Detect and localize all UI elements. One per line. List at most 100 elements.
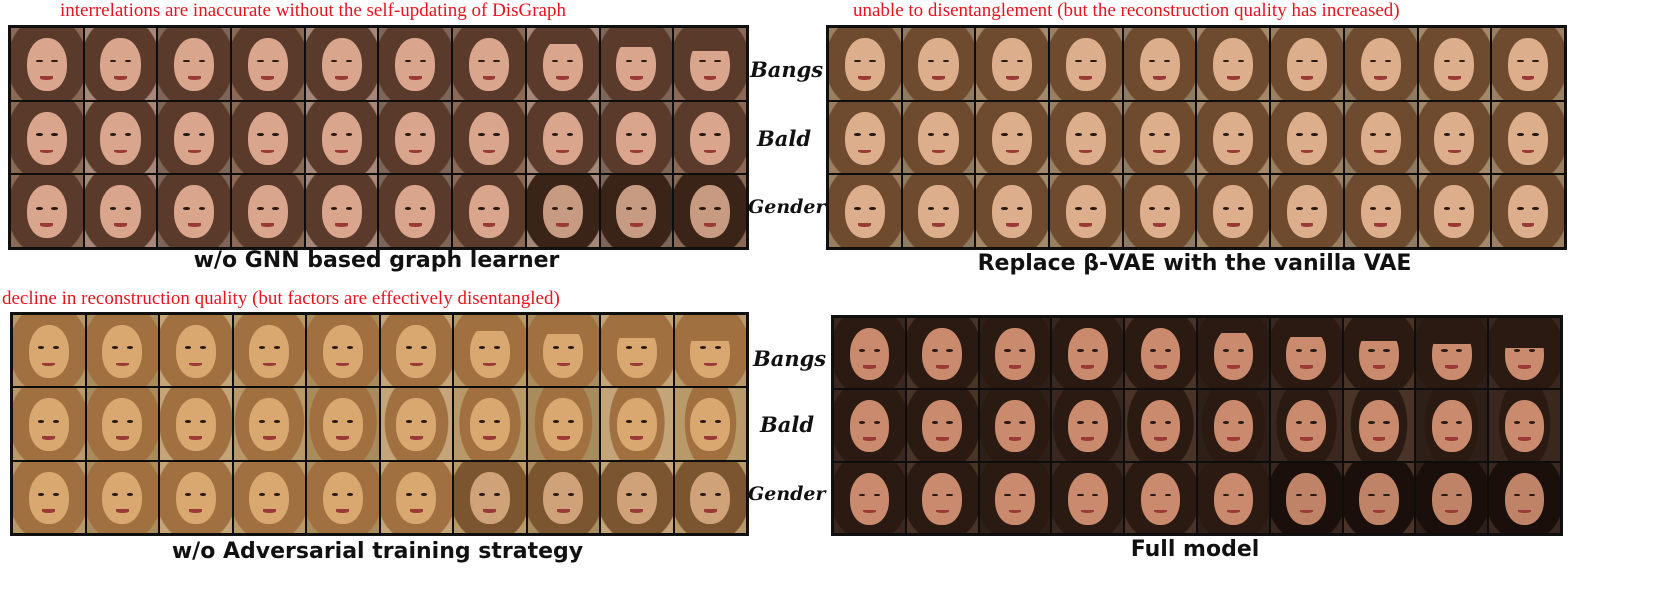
mouth-shape <box>40 149 54 154</box>
eye-shape <box>641 346 648 350</box>
mouth-shape <box>630 436 644 440</box>
eye-shape <box>1019 348 1026 352</box>
face-thumbnail <box>157 27 232 101</box>
eye-shape <box>185 493 192 496</box>
eye-shape <box>699 493 706 496</box>
face-shape <box>689 111 731 165</box>
face-shape <box>1434 38 1475 92</box>
eye-shape <box>942 59 950 63</box>
mouth-shape <box>1521 149 1535 154</box>
face-thumbnail <box>975 27 1050 101</box>
face-thumbnail <box>1051 461 1125 534</box>
mouth-shape <box>115 362 129 367</box>
mouth-shape <box>1226 149 1240 154</box>
face-thumbnail <box>232 387 306 461</box>
eye-shape <box>640 59 648 63</box>
eye-shape <box>858 348 866 352</box>
face-thumbnail <box>231 100 305 175</box>
eye-shape <box>185 346 192 350</box>
mouth-shape <box>863 365 876 369</box>
face-shape <box>1504 472 1545 525</box>
mouth-shape <box>1445 365 1459 369</box>
face-shape <box>1213 111 1254 165</box>
face-thumbnail <box>978 389 1052 462</box>
mouth-shape <box>335 149 349 154</box>
face-shape <box>321 185 362 239</box>
mouth-shape <box>409 509 423 513</box>
eye-shape <box>551 206 559 210</box>
face-thumbnail <box>599 27 674 101</box>
mouth-shape <box>189 509 203 513</box>
eye-shape <box>1295 421 1302 425</box>
mouth-shape <box>187 223 201 227</box>
eye-shape <box>345 133 353 137</box>
face-shape <box>1286 472 1326 525</box>
mouth-shape <box>556 223 570 227</box>
face-shape <box>1286 185 1328 239</box>
face-shape <box>1434 111 1475 165</box>
face-shape <box>28 398 69 452</box>
eye-shape <box>566 133 574 137</box>
eye-shape <box>714 493 721 496</box>
mouth-shape <box>629 223 643 227</box>
eye-shape <box>1163 206 1171 210</box>
face-row <box>833 317 1561 390</box>
eye-shape <box>640 206 648 210</box>
mouth-shape <box>1299 509 1313 514</box>
face-shape <box>100 111 141 165</box>
eye-shape <box>1441 493 1448 497</box>
panel-caption: w/o GNN based graph learner <box>193 248 560 273</box>
face-shape <box>247 38 288 92</box>
mouth-shape <box>409 362 423 367</box>
mouth-shape <box>1445 509 1459 514</box>
face-thumbnail <box>306 460 380 534</box>
face-shape <box>322 471 363 525</box>
eye-shape <box>124 206 132 210</box>
face-thumbnail <box>600 460 674 534</box>
mouth-shape <box>935 365 949 369</box>
face-shape <box>616 111 657 165</box>
face-thumbnail <box>83 27 158 101</box>
mouth-shape <box>1521 223 1535 227</box>
face-thumbnail <box>231 174 305 248</box>
face-shape <box>395 111 436 165</box>
face-thumbnail <box>1049 100 1123 175</box>
eye-shape <box>420 493 427 496</box>
eye-shape <box>1458 206 1466 210</box>
face-thumbnail <box>526 460 600 534</box>
eye-shape <box>1295 348 1302 352</box>
eye-shape <box>124 133 132 137</box>
face-thumbnail <box>975 174 1050 248</box>
eye-shape <box>347 419 354 423</box>
face-shape <box>175 471 216 525</box>
face-shape <box>616 398 657 452</box>
mouth-shape <box>40 76 54 80</box>
face-shape <box>469 398 510 452</box>
face-thumbnail <box>1122 174 1197 248</box>
eye-shape <box>1016 133 1023 137</box>
face-shape <box>26 185 67 239</box>
eye-shape <box>626 493 633 496</box>
eye-shape <box>869 59 876 63</box>
face-thumbnail <box>1124 317 1197 390</box>
face-thumbnail <box>833 317 906 390</box>
face-shape <box>922 472 962 525</box>
face-thumbnail <box>978 461 1052 534</box>
eye-shape <box>420 346 427 350</box>
eye-shape <box>858 493 866 497</box>
eye-shape <box>53 493 60 496</box>
face-thumbnail <box>1488 317 1561 390</box>
eye-shape <box>494 493 501 496</box>
row-label-bangs: Bangs <box>750 57 824 82</box>
eye-shape <box>493 59 500 63</box>
mouth-shape <box>1521 76 1535 80</box>
face-thumbnail <box>1051 389 1125 462</box>
eye-shape <box>1369 59 1377 63</box>
eye-shape <box>258 346 265 350</box>
mouth-shape <box>1374 149 1388 154</box>
eye-shape <box>1090 59 1097 63</box>
mouth-shape <box>408 149 422 154</box>
face-thumbnail <box>600 314 674 388</box>
mouth-shape <box>335 76 349 80</box>
eye-shape <box>1237 493 1244 497</box>
